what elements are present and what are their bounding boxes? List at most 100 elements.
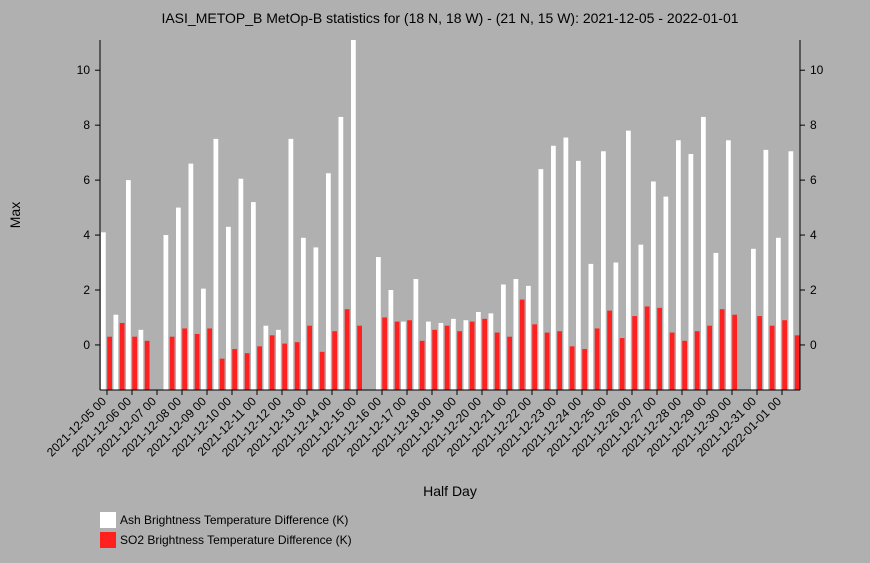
bar: [582, 349, 587, 390]
bar: [401, 321, 406, 390]
bar: [551, 145, 556, 390]
bar: [426, 321, 431, 390]
bar: [126, 180, 131, 390]
bar: [794, 335, 800, 390]
bar: [507, 336, 512, 390]
bar: [682, 340, 687, 390]
bar: [526, 285, 531, 390]
bar: [532, 324, 537, 390]
bar: [107, 336, 112, 390]
bar: [351, 40, 356, 390]
bar: [251, 202, 256, 390]
y-tick-label: 8: [83, 118, 90, 132]
bar: [663, 196, 669, 390]
bar: [688, 154, 694, 390]
bar: [438, 322, 444, 390]
bar: [394, 321, 400, 390]
y-tick-label: 10: [77, 63, 91, 77]
x-axis-title: Half Day: [423, 483, 477, 499]
bar: [607, 310, 612, 390]
bar: [501, 284, 506, 390]
y-tick-label: 4: [83, 228, 90, 242]
bar: [413, 279, 419, 390]
bar: [676, 140, 681, 390]
bar: [757, 316, 762, 390]
bar: [444, 325, 450, 390]
bar: [213, 138, 219, 390]
bar: [382, 317, 387, 390]
bar: [307, 325, 312, 390]
bar: [407, 320, 412, 390]
y2-tick-label: 6: [810, 173, 817, 187]
bar: [338, 116, 344, 390]
bar: [201, 288, 206, 390]
bar: [463, 320, 469, 390]
bar: [788, 151, 794, 390]
bar: [519, 299, 525, 390]
bar: [763, 149, 769, 390]
bar: [669, 332, 675, 390]
bar: [207, 328, 212, 390]
bar: [263, 325, 269, 390]
bar: [782, 320, 787, 390]
bar: [388, 290, 394, 390]
bar: [432, 329, 437, 390]
bar: [576, 160, 581, 390]
bar: [613, 262, 619, 390]
bar: [276, 329, 281, 390]
bar: [119, 322, 125, 390]
bar: [601, 151, 606, 390]
y2-tick-label: 8: [810, 118, 817, 132]
bar: [776, 237, 781, 390]
legend-swatch: [100, 532, 116, 548]
bar: [751, 248, 756, 390]
bar: [138, 329, 144, 390]
bar: [132, 336, 137, 390]
bar: [488, 313, 494, 390]
bar: [638, 244, 644, 390]
y-tick-label: 6: [83, 173, 90, 187]
bar: [257, 346, 262, 390]
bar: [538, 169, 544, 390]
bar: [226, 226, 231, 390]
legend-swatch: [100, 512, 116, 528]
bar: [344, 309, 350, 390]
bar: [769, 325, 775, 390]
bar: [494, 332, 500, 390]
bar: [182, 328, 187, 390]
legend-label: Ash Brightness Temperature Difference (K…: [120, 513, 348, 527]
bar: [238, 178, 244, 390]
bar: [626, 130, 631, 390]
bar: [113, 314, 119, 390]
bar: [288, 138, 294, 390]
bar: [588, 263, 594, 390]
bar: [319, 351, 325, 390]
bar: [419, 340, 425, 390]
chart-title: IASI_METOP_B MetOp-B statistics for (18 …: [161, 10, 738, 26]
bar: [713, 252, 719, 390]
bar: [557, 331, 562, 390]
bar: [332, 331, 337, 390]
bar: [619, 338, 625, 390]
bar: [457, 331, 462, 390]
y2-tick-label: 4: [810, 228, 817, 242]
bar: [651, 181, 656, 390]
bar: [357, 325, 362, 390]
bar: [326, 173, 331, 390]
bar: [469, 321, 475, 390]
bar: [188, 163, 194, 390]
bar: [163, 235, 169, 390]
bar: [707, 325, 712, 390]
bar: [632, 316, 637, 390]
bar: [194, 333, 200, 390]
bar: [644, 306, 650, 390]
bar: [101, 232, 106, 390]
bar: [544, 332, 550, 390]
bar: [701, 116, 706, 390]
bar: [657, 307, 662, 390]
bar: [482, 318, 487, 390]
bar: [294, 342, 300, 390]
bar: [476, 311, 481, 390]
bar: [176, 207, 181, 390]
